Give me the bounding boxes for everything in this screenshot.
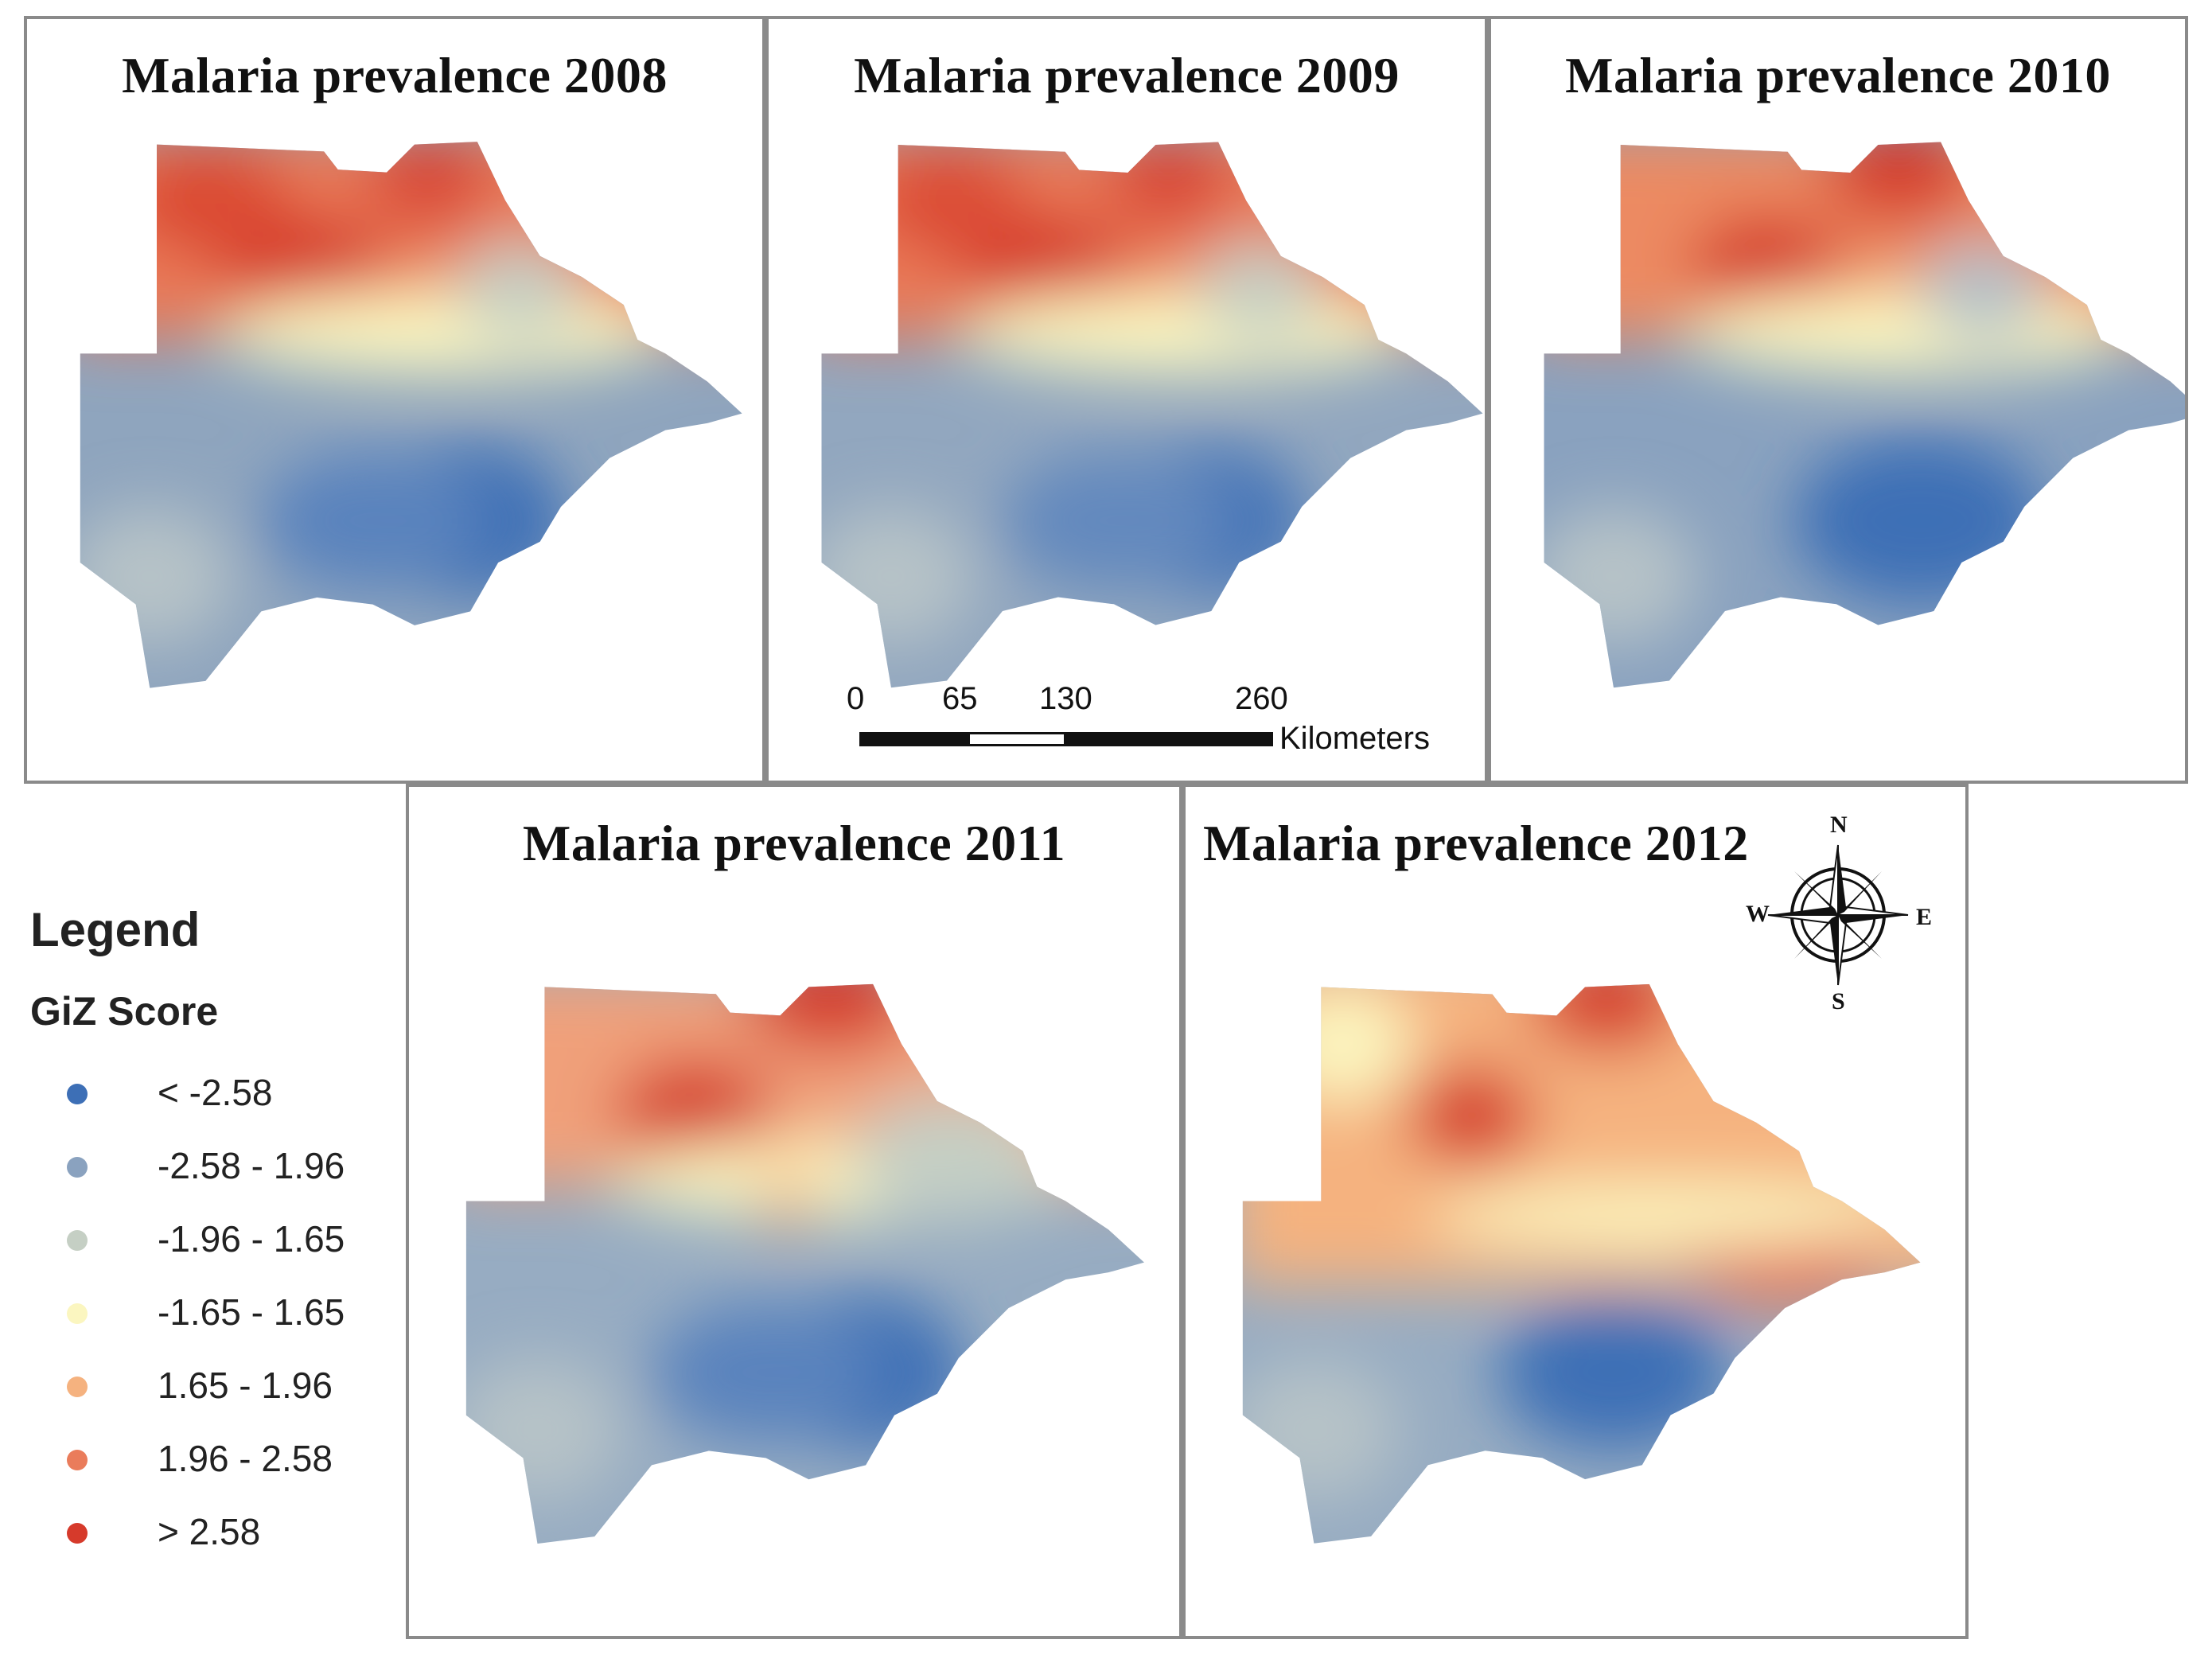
legend-swatch <box>67 1230 88 1251</box>
legend-item: > 2.58 <box>30 1505 404 1561</box>
north-arrow: N S W E <box>1735 812 1941 1018</box>
botswana-heatmap <box>1544 142 2185 688</box>
scale-tick: 0 <box>847 681 865 716</box>
legend: Legend GiZ Score < -2.58 -2.58 - 1.96 -1… <box>30 891 404 1575</box>
map-panel-2008: Malaria prevalence 2008 <box>24 16 765 784</box>
legend-item: < -2.58 <box>30 1066 404 1122</box>
scale-tick: 260 <box>1235 681 1288 716</box>
compass-rose-icon <box>1767 844 1909 986</box>
scale-segment <box>1066 732 1273 746</box>
scale-segment <box>968 732 1066 746</box>
botswana-heatmap <box>1242 983 1921 1544</box>
legend-title: Legend <box>30 903 201 956</box>
map-panel-2009: Malaria prevalence 2009 <box>765 16 1488 784</box>
panel-title: Malaria prevalence 2012 <box>1203 815 1749 871</box>
botswana-heatmap <box>821 142 1483 688</box>
map-panel-2012: Malaria prevalence 2012 <box>1182 784 1969 1639</box>
scale-segment <box>859 732 968 746</box>
scale-bar: 0 65 130 260 Kilometers <box>843 681 1480 761</box>
legend-swatch <box>67 1157 88 1178</box>
legend-item: -2.58 - 1.96 <box>30 1139 404 1195</box>
legend-label: < -2.58 <box>158 1072 273 1113</box>
legend-item: 1.96 - 2.58 <box>30 1432 404 1488</box>
panel-title: Malaria prevalence 2011 <box>522 815 1066 871</box>
legend-label: > 2.58 <box>158 1511 261 1552</box>
legend-item: -1.96 - 1.65 <box>30 1213 404 1268</box>
panel-title: Malaria prevalence 2008 <box>122 47 668 103</box>
legend-subtitle: GiZ Score <box>30 989 219 1034</box>
legend-label: -1.96 - 1.65 <box>158 1218 345 1260</box>
botswana-heatmap <box>465 983 1144 1544</box>
compass-south: S <box>1832 988 1845 1014</box>
legend-swatch <box>67 1377 88 1397</box>
legend-item: -1.65 - 1.65 <box>30 1286 404 1342</box>
scale-unit: Kilometers <box>1279 721 1430 756</box>
panel-title: Malaria prevalence 2009 <box>854 47 1400 103</box>
legend-label: -1.65 - 1.65 <box>158 1291 345 1333</box>
legend-label: 1.65 - 1.96 <box>158 1365 333 1406</box>
legend-item: 1.65 - 1.96 <box>30 1359 404 1415</box>
compass-north: N <box>1830 812 1848 838</box>
map-panel-2011: Malaria prevalence 2011 <box>406 784 1182 1639</box>
scale-tick: 65 <box>942 681 978 716</box>
botswana-heatmap <box>80 142 742 688</box>
legend-swatch <box>67 1303 88 1324</box>
panel-title: Malaria prevalence 2010 <box>1565 47 2111 103</box>
compass-west: W <box>1746 901 1770 927</box>
map-panel-2010: Malaria prevalence 2010 <box>1488 16 2188 784</box>
legend-swatch <box>67 1450 88 1470</box>
scale-tick: 130 <box>1039 681 1092 716</box>
legend-label: 1.96 - 2.58 <box>158 1438 333 1479</box>
legend-swatch <box>67 1084 88 1104</box>
legend-swatch <box>67 1523 88 1544</box>
legend-label: -2.58 - 1.96 <box>158 1145 345 1186</box>
compass-east: E <box>1916 904 1933 930</box>
